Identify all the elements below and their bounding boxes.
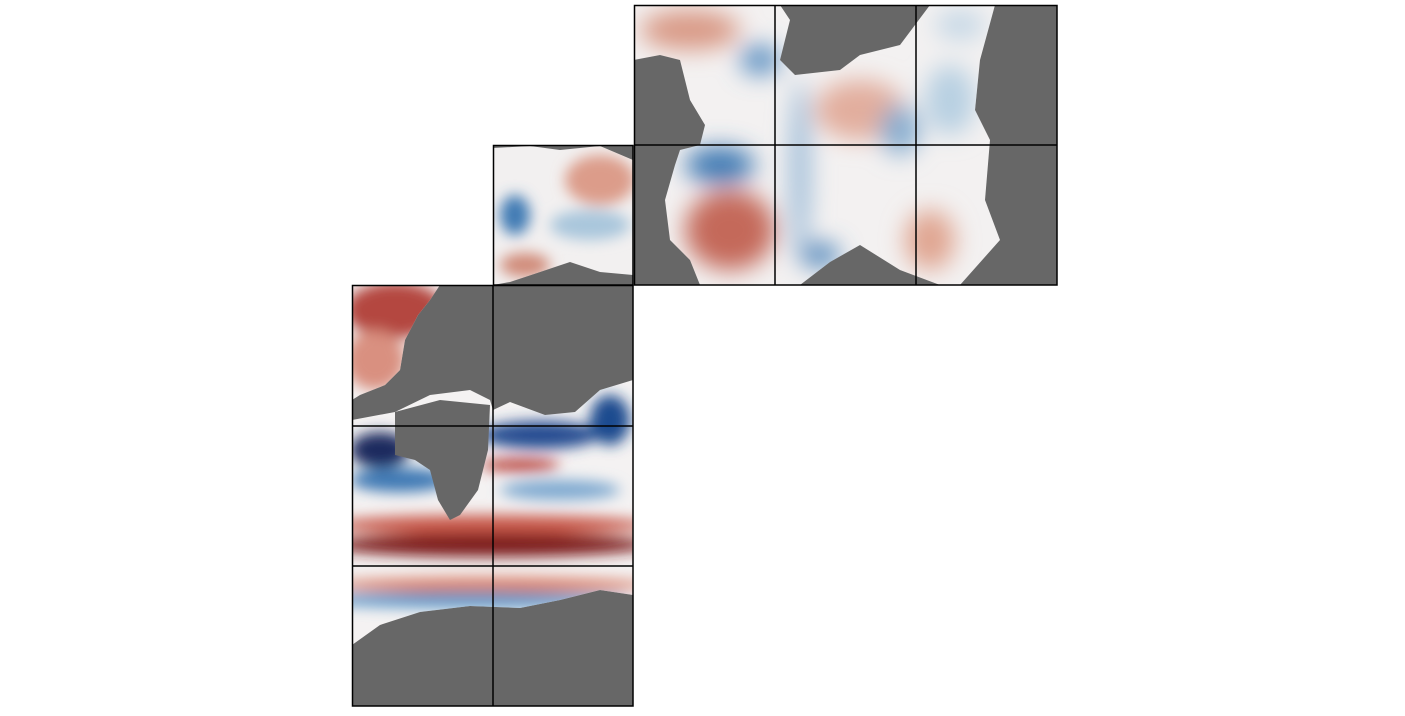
panel-c (633, 4, 1058, 286)
ocean (493, 146, 633, 285)
panel-a (351, 284, 634, 707)
tile-grid (492, 144, 634, 286)
tile-grid (633, 4, 1058, 286)
panel-b (492, 144, 634, 286)
land (395, 400, 490, 520)
